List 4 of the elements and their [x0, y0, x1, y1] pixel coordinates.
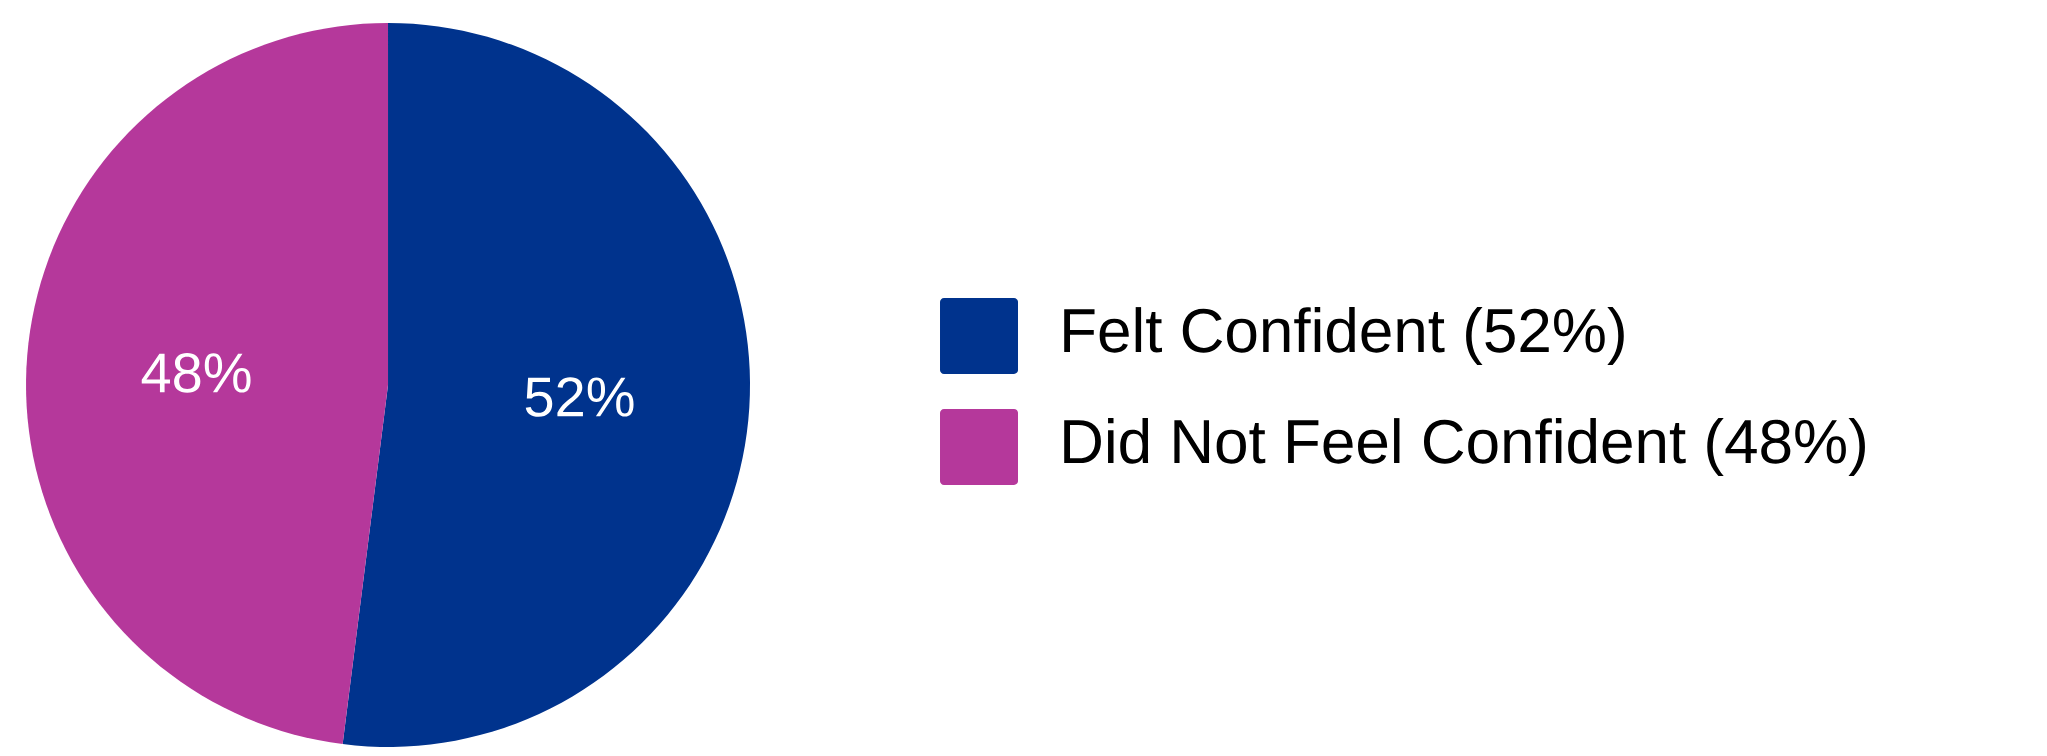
data-label: 52%: [525, 377, 634, 417]
legend-label: Felt Confident (52%): [1064, 307, 1624, 365]
data-label: 48%: [141, 353, 251, 393]
legend-label: Did Not Feel Confident (48%): [1064, 418, 1865, 476]
